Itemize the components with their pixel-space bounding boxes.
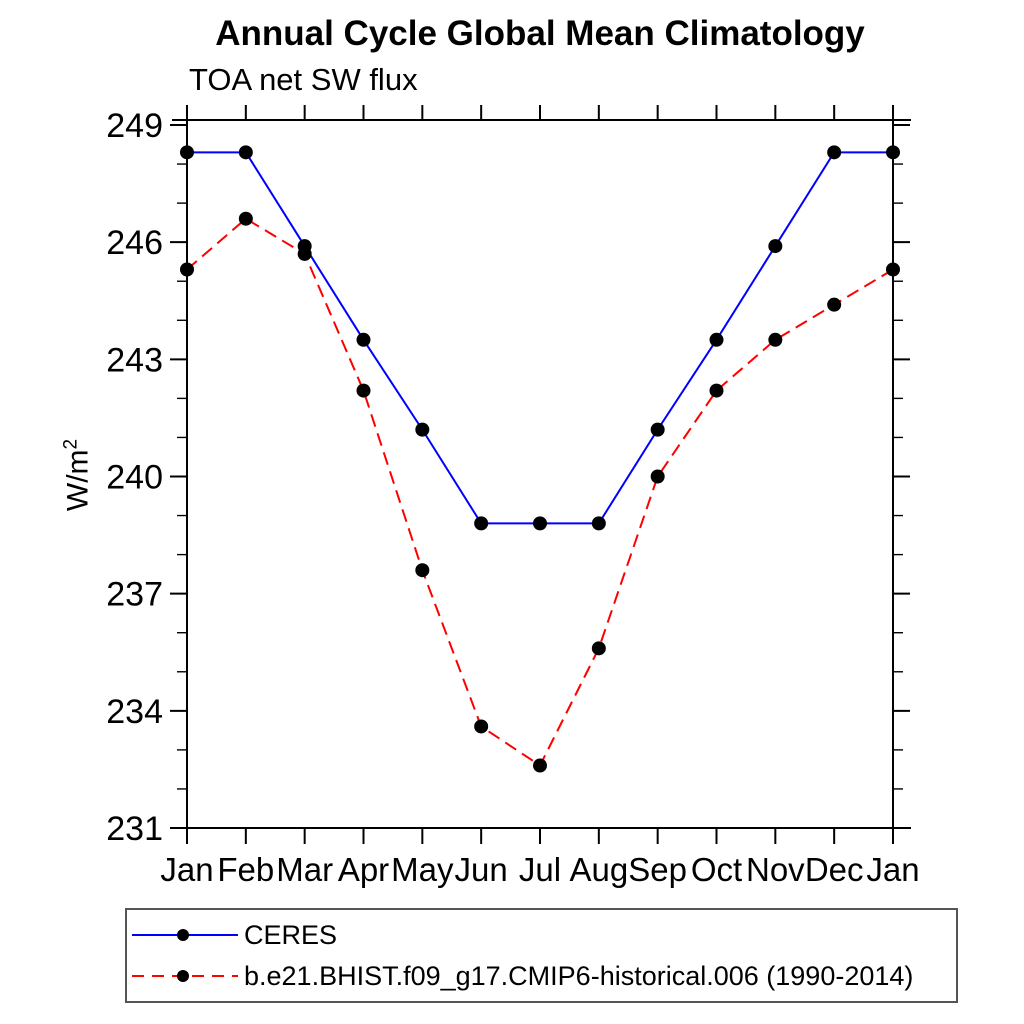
data-point-marker <box>356 332 371 347</box>
legend-item: CERES <box>130 915 956 956</box>
data-point-marker <box>533 758 547 773</box>
data-point-marker <box>709 383 724 398</box>
data-point-marker <box>650 422 665 437</box>
series-line-model <box>186 217 894 767</box>
y-tick-label: 237 <box>106 576 163 614</box>
x-tick-label: Dec <box>805 851 864 888</box>
x-tick-label: Jan <box>866 851 919 888</box>
data-point-marker <box>709 332 724 347</box>
x-tick-label: Jan <box>160 851 213 888</box>
data-point-marker <box>238 211 253 226</box>
data-point-marker <box>827 145 842 160</box>
data-point-marker <box>533 516 547 531</box>
chart-title: Annual Cycle Global Mean Climatology <box>215 14 865 53</box>
x-tick-label: Nov <box>746 851 805 888</box>
data-point-marker <box>356 383 371 398</box>
data-point-marker <box>827 297 842 312</box>
data-point-marker <box>474 516 489 531</box>
data-point-marker <box>297 246 312 261</box>
x-tick-label: Oct <box>691 851 742 888</box>
y-tick-label: 231 <box>106 810 163 848</box>
legend-line-sample <box>132 929 238 941</box>
data-point-marker <box>650 469 665 484</box>
y-tick-label: 234 <box>106 693 163 731</box>
data-point-marker <box>886 262 900 277</box>
data-point-marker <box>886 145 900 160</box>
data-point-marker <box>768 332 783 347</box>
x-tick-label: May <box>391 851 454 888</box>
legend-item: b.e21.BHIST.f09_g17.CMIP6-historical.006… <box>130 956 956 997</box>
x-tick-label: Aug <box>569 851 628 888</box>
x-tick-label: Jun <box>455 851 508 888</box>
series-line-ceres <box>187 151 893 525</box>
data-point-marker <box>180 145 194 160</box>
chart-subtitle: TOA net SW flux <box>189 62 418 97</box>
legend-label: b.e21.BHIST.f09_g17.CMIP6-historical.006… <box>244 960 914 991</box>
legend: CERES b.e21.BHIST.f09_g17.CMIP6-historica… <box>125 908 958 1003</box>
legend-label: CERES <box>244 919 338 950</box>
y-tick-label: 246 <box>106 224 163 262</box>
x-tick-label: Sep <box>628 851 687 888</box>
data-point-marker <box>591 641 606 656</box>
x-tick-label: Feb <box>217 851 274 888</box>
x-tick-label: Apr <box>338 851 389 888</box>
legend-line-sample <box>132 970 238 982</box>
data-point-marker <box>415 563 430 578</box>
y-tick-label: 249 <box>106 107 163 145</box>
data-point-marker <box>591 516 606 531</box>
legend-marker <box>177 970 189 982</box>
data-point-marker <box>238 145 253 160</box>
legend-marker <box>177 929 189 941</box>
data-point-marker <box>474 719 489 734</box>
data-point-marker <box>180 262 194 277</box>
data-point-marker <box>415 422 430 437</box>
x-tick-label: Mar <box>276 851 333 888</box>
x-tick-label: Jul <box>519 851 561 888</box>
data-point-marker <box>768 239 783 254</box>
y-tick-label: 240 <box>106 459 163 497</box>
y-tick-label: 243 <box>106 341 163 379</box>
